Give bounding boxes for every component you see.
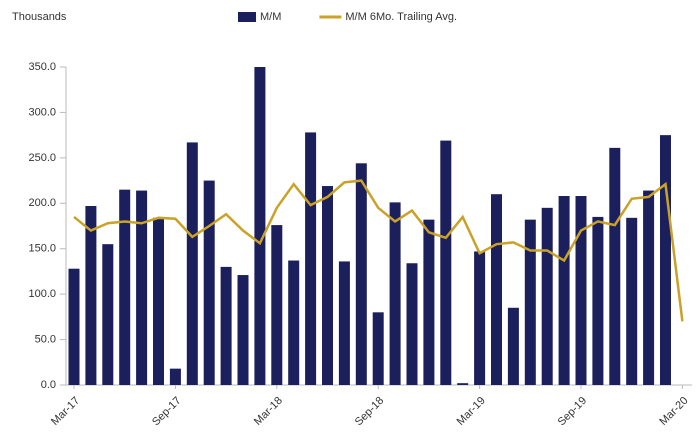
bar [474, 251, 486, 385]
y-tick-label: 350.0 [28, 61, 56, 73]
y-tick-label: 300.0 [28, 106, 56, 118]
bar [389, 202, 401, 385]
bar [355, 163, 367, 385]
bar [423, 219, 435, 385]
bar [575, 196, 587, 385]
bar [626, 217, 638, 385]
bar [457, 383, 469, 385]
x-tick-label: Sep-19 [556, 395, 590, 429]
bar [136, 190, 148, 385]
bar [153, 217, 164, 385]
x-tick-label: Sep-18 [353, 395, 387, 429]
bar [524, 219, 536, 385]
bar [322, 186, 333, 385]
bar [338, 261, 350, 385]
bar [186, 142, 198, 385]
x-tick-label: Sep-17 [150, 395, 184, 429]
bar [406, 263, 418, 385]
y-tick-label: 0.0 [41, 379, 56, 391]
y-tick-label: 50.0 [35, 333, 56, 345]
x-tick-label: Mar-18 [252, 395, 285, 428]
bar [102, 244, 114, 385]
bar [372, 312, 384, 385]
y-tick-label: 150.0 [28, 243, 56, 255]
bar [119, 189, 131, 385]
x-tick-label: Mar-20 [657, 395, 690, 428]
x-tick-label: Mar-17 [49, 395, 82, 428]
x-tick-label: Mar-19 [455, 395, 488, 428]
bar [220, 266, 232, 385]
legend-swatch [238, 12, 256, 22]
trailing-avg-line [73, 179, 684, 322]
bar [305, 132, 317, 385]
bar [169, 368, 181, 385]
legend-label: M/M [260, 11, 281, 23]
bar [507, 307, 519, 385]
y-tick-label: 200.0 [28, 197, 56, 209]
bar [558, 196, 570, 385]
bar [237, 275, 249, 385]
bar [541, 207, 553, 385]
bar [68, 268, 80, 385]
bar [203, 180, 215, 385]
bar [643, 190, 655, 385]
bar [660, 135, 671, 385]
y-tick-label: 250.0 [28, 152, 56, 164]
bar [271, 225, 283, 385]
bar [288, 260, 300, 385]
bar [254, 67, 266, 385]
bar [85, 206, 97, 385]
bar [609, 147, 621, 385]
bar [440, 140, 452, 385]
bar [592, 216, 604, 385]
y-tick-label: 100.0 [28, 288, 56, 300]
legend-label: M/M 6Mo. Trailing Avg. [345, 11, 457, 23]
y-axis-label: Thousands [12, 11, 67, 23]
bar [491, 194, 502, 385]
